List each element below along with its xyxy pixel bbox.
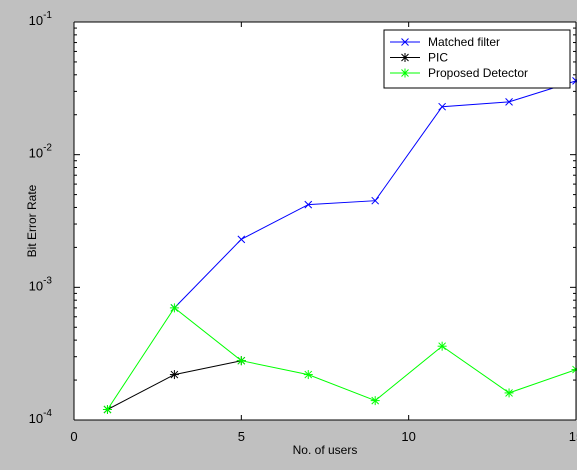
x-tick-label: 15 [569,429,577,444]
y-tick-label: 10-1 [29,10,53,28]
data-point-matched-filter [505,98,513,106]
x-tick-label: 5 [238,429,245,444]
legend-label: Proposed Detector [428,66,528,80]
y-axis-label: Bit Error Rate [25,184,39,257]
legend-label: PIC [428,51,448,65]
legend-entry-proposed-detector: Proposed Detector [390,66,528,80]
y-tick-label: 10-3 [29,275,53,293]
data-point-proposed-detector [169,303,179,313]
x-axis-label: No. of users [293,443,358,457]
legend-entry-matched-filter: Matched filter [390,35,500,49]
data-point-matched-filter [304,200,313,209]
legend-marker [401,38,409,46]
data-point-pic [169,370,179,380]
series-line-proposed-detector [107,307,577,410]
legend-entry-pic: PIC [390,51,448,65]
legend-marker [400,53,410,62]
series-proposed-detector [102,303,577,414]
ticks-layer: 0 5 10 15 10-4 10-3 10-2 10-1 [29,10,577,444]
legend-label: Matched filter [428,35,500,49]
data-point-proposed-detector [437,341,447,351]
series-layer [102,77,577,414]
data-point-proposed-detector [236,356,246,366]
data-point-proposed-detector [504,388,514,398]
data-point-proposed-detector [303,370,313,380]
data-point-proposed-detector [102,404,112,414]
legend-marker [400,68,410,78]
x-tick-label: 10 [401,429,415,444]
data-point-matched-filter [371,196,380,205]
y-tick-label: 10-4 [29,408,53,426]
axes-frame [73,21,577,421]
legend-box [383,29,571,89]
data-point-matched-filter [237,235,246,244]
data-point-matched-filter [438,102,446,111]
data-point-proposed-detector [370,396,380,406]
y-tick-label: 10-2 [29,143,53,161]
x-tick-label: 0 [70,429,77,444]
